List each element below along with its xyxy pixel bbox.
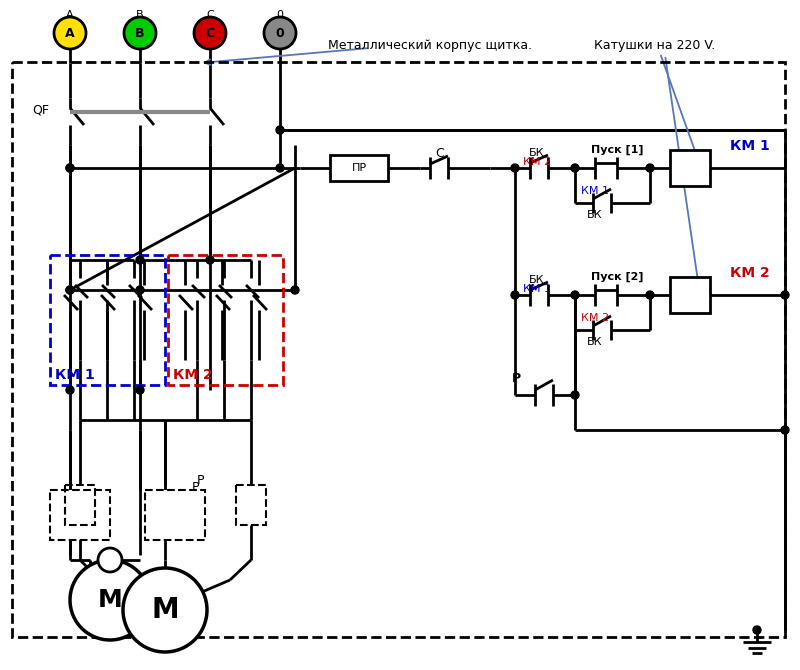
Circle shape <box>136 256 144 264</box>
Bar <box>236 485 266 525</box>
Text: 0: 0 <box>277 10 283 20</box>
Bar <box>65 485 95 525</box>
Circle shape <box>571 391 579 399</box>
Bar <box>670 277 710 313</box>
Circle shape <box>291 286 299 294</box>
Bar <box>670 150 710 186</box>
Circle shape <box>66 286 74 294</box>
Text: М: М <box>98 588 122 612</box>
Circle shape <box>571 164 579 172</box>
Text: Катушки на 220 V.: Катушки на 220 V. <box>594 38 716 52</box>
Circle shape <box>98 548 122 572</box>
Text: КМ 1: КМ 1 <box>730 139 770 153</box>
Circle shape <box>511 164 519 172</box>
Text: QF: QF <box>32 103 49 117</box>
Text: Металлический корпус щитка.: Металлический корпус щитка. <box>328 38 532 52</box>
Circle shape <box>66 164 74 172</box>
Text: М: М <box>151 596 179 624</box>
Text: КМ 2: КМ 2 <box>581 313 609 323</box>
Text: КМ 1: КМ 1 <box>581 186 609 196</box>
Circle shape <box>646 291 654 299</box>
Text: Пуск [1]: Пуск [1] <box>590 145 643 155</box>
Text: Пуск [2]: Пуск [2] <box>590 272 643 282</box>
Circle shape <box>646 164 654 172</box>
Circle shape <box>781 426 789 434</box>
Text: КМ 2: КМ 2 <box>523 157 551 167</box>
Text: ПР: ПР <box>351 163 366 173</box>
Text: КМ 2: КМ 2 <box>173 368 213 382</box>
Text: КМ 1: КМ 1 <box>523 284 551 294</box>
Text: Р: Р <box>191 480 198 494</box>
Text: БК: БК <box>587 337 602 347</box>
Text: А: А <box>65 27 75 40</box>
Text: БК: БК <box>530 275 545 285</box>
Text: В: В <box>135 27 145 40</box>
Text: А: А <box>66 10 74 20</box>
Circle shape <box>511 291 519 299</box>
Circle shape <box>571 291 579 299</box>
Text: В: В <box>136 10 144 20</box>
Circle shape <box>123 568 207 652</box>
Circle shape <box>753 626 761 634</box>
Circle shape <box>66 286 74 294</box>
Circle shape <box>66 164 74 172</box>
Bar <box>50 255 165 385</box>
Text: 0: 0 <box>276 27 284 40</box>
Bar <box>168 255 283 385</box>
Text: Р: Р <box>511 371 521 385</box>
Text: БК: БК <box>530 148 545 158</box>
Text: КМ 1: КМ 1 <box>55 368 94 382</box>
Text: С: С <box>436 147 444 159</box>
Bar <box>12 62 785 637</box>
Text: Р: Р <box>196 474 204 486</box>
Text: С: С <box>206 10 214 20</box>
Bar <box>50 490 110 540</box>
Circle shape <box>206 256 214 264</box>
Circle shape <box>124 17 156 49</box>
Circle shape <box>70 560 150 640</box>
Circle shape <box>276 164 284 172</box>
Circle shape <box>264 17 296 49</box>
Circle shape <box>194 17 226 49</box>
Text: С: С <box>206 27 214 40</box>
Circle shape <box>136 286 144 294</box>
Text: КМ 2: КМ 2 <box>730 266 770 280</box>
Circle shape <box>54 17 86 49</box>
Circle shape <box>66 386 74 394</box>
Circle shape <box>276 126 284 134</box>
Bar <box>145 490 205 540</box>
Circle shape <box>781 291 789 299</box>
Circle shape <box>136 386 144 394</box>
Text: БК: БК <box>587 210 602 220</box>
Bar <box>330 155 388 181</box>
